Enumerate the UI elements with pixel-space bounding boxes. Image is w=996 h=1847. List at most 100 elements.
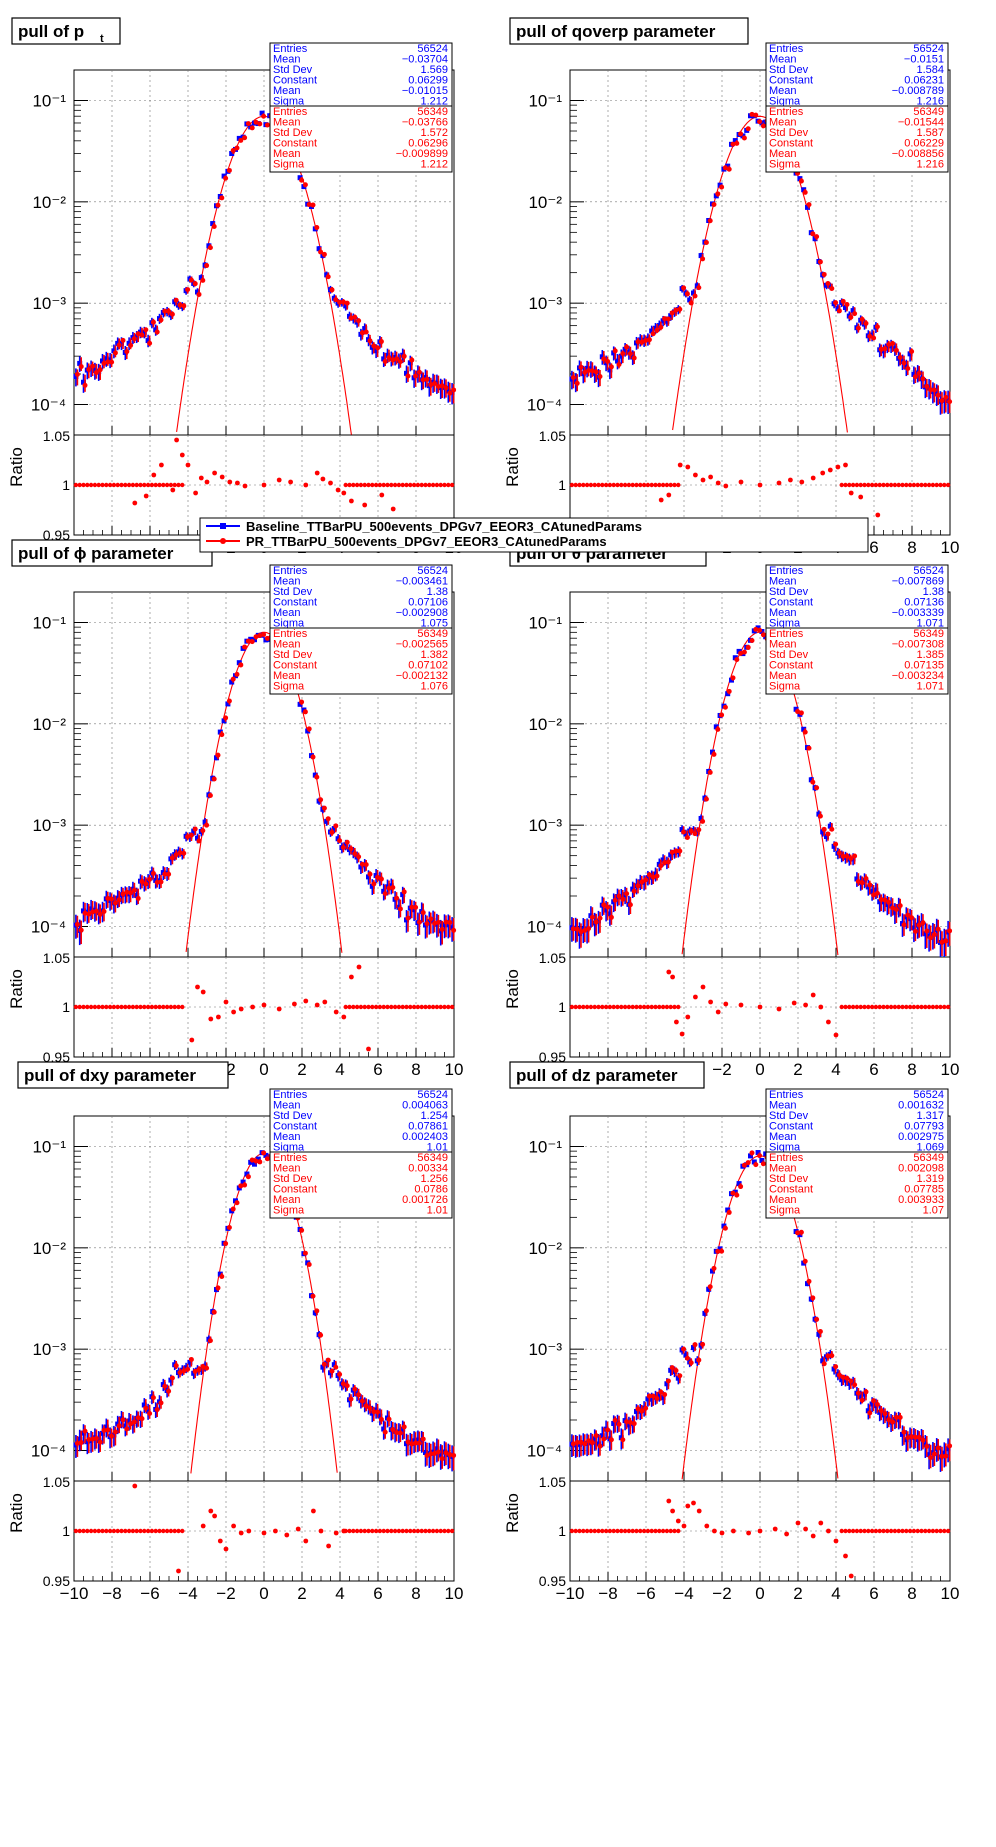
ratio-point-flat — [630, 1528, 635, 1534]
ratio-point — [333, 1009, 339, 1015]
panel-title-box — [509, 1061, 705, 1089]
pr-point — [314, 774, 320, 780]
ratio-point-flat — [900, 1528, 905, 1534]
pr-point — [859, 1397, 865, 1403]
pr-point — [443, 1450, 449, 1456]
pr-point — [181, 1368, 187, 1374]
pr-point — [802, 189, 808, 195]
baseline-point — [73, 373, 79, 379]
pr-point — [707, 1284, 713, 1290]
ratio-point-flat — [638, 482, 643, 488]
pr-point — [128, 1421, 134, 1427]
baseline-point — [404, 370, 409, 376]
pr-point — [306, 1262, 312, 1268]
pr-point — [74, 921, 80, 927]
pr-point — [928, 935, 934, 941]
x-tick-label: 10 — [445, 1060, 464, 1079]
pr-point — [874, 1402, 880, 1408]
pr-point — [401, 889, 407, 895]
ratio-point-flat — [145, 1528, 151, 1534]
baseline-point — [153, 327, 159, 333]
pr-point — [582, 369, 588, 375]
pr-point — [886, 342, 892, 348]
stat-value: −0.01544 — [898, 117, 944, 129]
ratio-point-flat — [362, 1004, 367, 1010]
baseline-point — [244, 1171, 250, 1177]
pr-point — [874, 890, 880, 896]
pr-point — [249, 125, 255, 131]
pr-point — [405, 1439, 411, 1445]
pr-point — [863, 1389, 869, 1395]
baseline-point — [385, 352, 390, 358]
baseline-point — [634, 1408, 639, 1414]
pr-point — [681, 285, 687, 291]
pr-point — [669, 310, 675, 316]
pr-point — [90, 363, 96, 369]
baseline-point — [229, 679, 235, 685]
baseline-point — [100, 1430, 105, 1436]
ratio-point-flat — [896, 482, 901, 488]
ratio-point-flat — [107, 482, 113, 488]
baseline-point — [805, 204, 810, 210]
ratio-point-flat — [438, 482, 443, 488]
ratio-point-flat — [603, 1528, 609, 1534]
pr-point — [943, 1453, 949, 1459]
pr-point — [112, 350, 118, 356]
pr-point — [397, 1430, 403, 1436]
baseline-point — [732, 138, 738, 144]
pr-point — [432, 920, 438, 926]
pr-point — [757, 119, 763, 125]
pr-point — [428, 916, 434, 922]
pr-point — [677, 1373, 683, 1379]
ratio-point-flat — [843, 1004, 848, 1010]
pr-point — [574, 926, 580, 932]
baseline-point — [229, 151, 235, 157]
pr-point — [435, 1449, 441, 1455]
pr-point — [200, 1364, 206, 1370]
ratio-point — [292, 1001, 297, 1007]
pr-point — [443, 385, 449, 391]
pr-point — [890, 1419, 896, 1425]
pr-point — [658, 1389, 664, 1395]
ratio-point-flat — [400, 1004, 405, 1010]
ratio-point — [681, 1523, 687, 1529]
pr-point — [719, 1248, 725, 1254]
pr-point — [185, 287, 191, 293]
pr-point — [299, 699, 305, 705]
x-tick-label: 4 — [335, 1060, 344, 1079]
y-tick-label: 10⁻⁴ — [527, 1441, 562, 1460]
pr-point — [631, 888, 637, 894]
ratio-point — [132, 1483, 138, 1489]
pr-point — [741, 1162, 747, 1168]
pr-point — [257, 1159, 263, 1165]
stats-box-pr-frame — [269, 105, 453, 173]
pr-point — [745, 644, 751, 650]
ratio-point-flat — [157, 1528, 162, 1534]
ratio-point-flat — [389, 1528, 394, 1534]
ratio-point-flat — [573, 1004, 578, 1010]
ratio-tick-label: 1 — [558, 1523, 566, 1539]
stat-value: 1.216 — [916, 159, 944, 171]
baseline-point — [343, 303, 349, 309]
stat-value: 1.069 — [916, 1142, 944, 1154]
ratio-point-flat — [888, 1528, 894, 1534]
stat-key: Constant — [769, 660, 813, 672]
ratio-point-flat — [619, 482, 624, 488]
stat-key: Sigma — [769, 618, 801, 630]
pr-point — [760, 1161, 766, 1167]
baseline-point — [324, 1360, 330, 1366]
pr-point — [223, 175, 229, 181]
ratio-point-flat — [168, 1004, 174, 1010]
pr-point — [692, 831, 698, 837]
ratio-point-flat — [660, 1004, 666, 1010]
pr-point — [593, 919, 599, 925]
ratio-point — [666, 1498, 672, 1504]
pr-point — [154, 879, 160, 885]
pr-point — [639, 879, 645, 885]
ratio-point-flat — [430, 1004, 436, 1010]
baseline-point — [445, 388, 451, 394]
ratio-point — [666, 969, 672, 975]
pr-point — [204, 263, 210, 269]
ratio-point-flat — [569, 1528, 575, 1534]
ratio-point-flat — [630, 482, 635, 488]
